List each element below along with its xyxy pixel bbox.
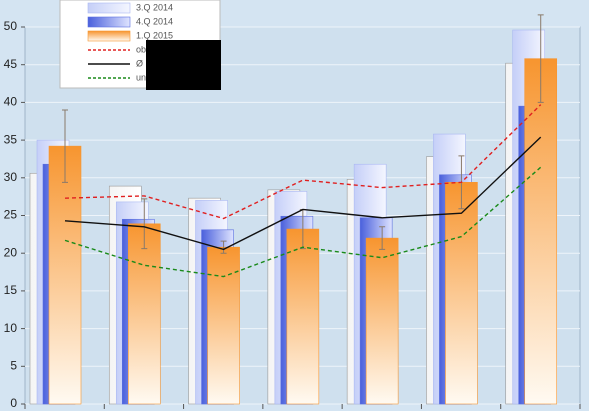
- legend-swatch: [87, 16, 131, 28]
- y-tick-label: 35: [4, 132, 18, 146]
- line: [64, 136, 542, 251]
- bar: [365, 237, 399, 405]
- bar: [524, 58, 558, 405]
- legend-swatch: [87, 2, 131, 14]
- redaction: [146, 40, 221, 90]
- bar: [48, 145, 82, 405]
- error-bar: [141, 198, 148, 250]
- bar: [207, 246, 240, 405]
- y-tick-label: 10: [4, 321, 18, 335]
- legend-label: ob: [136, 44, 146, 54]
- y-tick-label: 30: [4, 170, 18, 184]
- y-tick-label: 40: [4, 95, 18, 109]
- line: [64, 166, 542, 278]
- lines: [64, 104, 542, 278]
- bars: [29, 14, 558, 405]
- legend-label: un: [136, 72, 146, 82]
- legend-label: Ø: [136, 58, 143, 68]
- bar: [127, 223, 161, 405]
- bar: [286, 228, 320, 405]
- y-tick-label: 25: [4, 208, 18, 222]
- legend-label: 3.Q 2014: [136, 2, 173, 12]
- error-bar: [62, 109, 68, 183]
- y-tick-label: 50: [4, 19, 18, 33]
- y-tick-label: 5: [10, 358, 17, 372]
- y-tick-label: 0: [10, 396, 17, 410]
- error-bar: [537, 14, 544, 103]
- error-bar: [220, 240, 227, 254]
- y-tick-label: 45: [4, 57, 18, 71]
- bar: [445, 182, 478, 405]
- line: [64, 104, 542, 220]
- legend-swatch: [87, 30, 131, 42]
- y-tick-label: 20: [4, 245, 18, 259]
- error-bar: [379, 226, 386, 250]
- legend-label: 4.Q 2014: [136, 16, 173, 26]
- legend-label: 1.Q 2015: [136, 30, 173, 40]
- y-tick-label: 15: [4, 283, 18, 297]
- legend: 3.Q 2014 4.Q 2014 1.Q 2015 ob Øun: [59, 0, 221, 89]
